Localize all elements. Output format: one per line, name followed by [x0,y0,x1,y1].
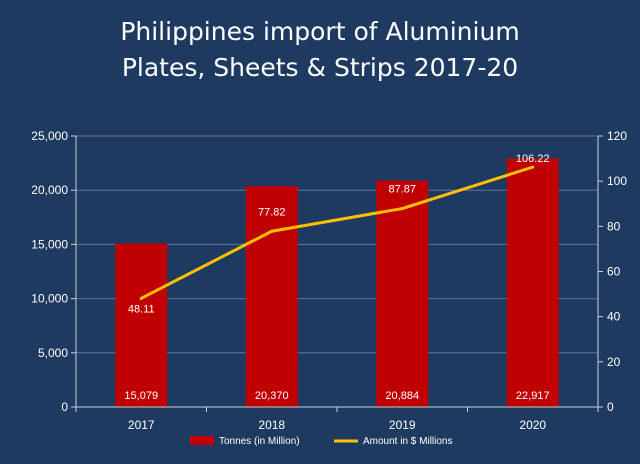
legend-label-line: Amount in $ Millions [363,436,452,447]
bar-2018 [245,186,298,407]
x-tick-label: 2018 [258,418,285,432]
data-labels: 15,079 20,370 20,884 22,917 48.11 77.82 87.87 1… [124,153,549,402]
legend-swatch-bar [190,436,214,445]
bar-2017 [115,243,168,407]
y-right-tick-label: 80 [607,219,621,233]
bar-value-label: 20,884 [385,390,419,402]
bar-value-label: 22,917 [516,390,550,402]
chart-title-line-1: Philippines import of Aluminium [120,17,519,46]
x-tick-label: 2020 [519,418,546,432]
y-right-tick-label: 0 [607,400,614,414]
chart-title-line-2: Plates, Sheets & Strips 2017-20 [122,53,518,82]
legend-label-bar: Tonnes (in Million) [219,436,300,447]
line-point-2019 [400,207,404,211]
x-tick-label: 2017 [128,418,155,432]
line-point-2020 [531,165,535,169]
y-left-tick-label: 0 [61,400,68,414]
line-point-2018 [270,229,274,233]
y-left-tick-label: 15,000 [31,237,68,251]
line-amount [140,165,534,300]
line-value-label: 106.22 [516,153,550,165]
y-right-tick-label: 60 [607,265,621,279]
line-point-2017 [139,296,143,300]
line-value-label: 48.11 [128,303,155,315]
line-series [139,165,535,300]
y-left-tick-label: 10,000 [31,292,68,306]
line-value-label: 87.87 [388,184,416,196]
line-value-label: 77.82 [258,206,286,218]
y-right-tick-label: 120 [607,129,627,143]
y-right-tick-label: 40 [607,310,621,324]
y-left-tick-label: 20,000 [31,183,68,197]
bar-2020 [506,158,559,407]
bar-value-label: 20,370 [255,390,289,402]
bar-value-label: 15,079 [124,390,158,402]
bar-series [115,158,559,407]
x-tick-label: 2019 [389,418,416,432]
y-left-tick-label: 25,000 [31,129,68,143]
y-right-tick-label: 100 [607,174,627,188]
y-right-tick-label: 20 [607,355,621,369]
legend: Tonnes (in Million) Amount in $ Millions [190,436,452,447]
y-left-tick-label: 5,000 [38,346,68,360]
bar-2019 [376,180,429,407]
axes: 0 5,000 10,000 15,000 20,000 25,000 0 20 40 60 80 1… [31,129,627,432]
